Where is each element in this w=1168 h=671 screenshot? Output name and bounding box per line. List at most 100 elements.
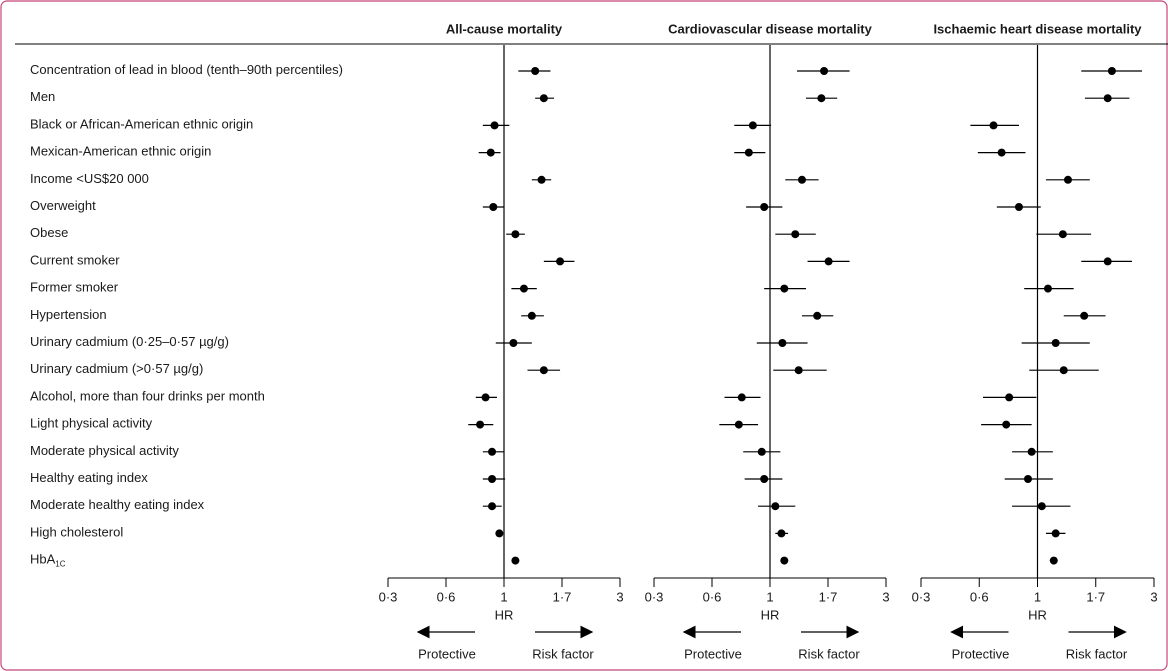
hr-point bbox=[1051, 529, 1060, 538]
x-tick-label: 1 bbox=[766, 589, 773, 604]
hr-point bbox=[1027, 447, 1036, 456]
x-tick-label: 1·7 bbox=[553, 589, 572, 604]
hr-point bbox=[824, 257, 833, 266]
hr-point bbox=[778, 339, 787, 347]
hr-point bbox=[760, 475, 769, 483]
hr-point bbox=[1037, 502, 1046, 511]
x-tick-label: 0·6 bbox=[703, 589, 722, 604]
row-label: Current smoker bbox=[30, 253, 120, 268]
row-label: Hypertension bbox=[30, 307, 107, 322]
hr-point bbox=[511, 230, 520, 239]
hr-point bbox=[488, 502, 497, 511]
protective-label: Protective bbox=[952, 646, 1010, 661]
hr-point bbox=[757, 447, 766, 456]
row-label: Men bbox=[30, 90, 55, 105]
hr-point bbox=[1103, 94, 1112, 103]
row-label-text: Obese bbox=[30, 226, 68, 241]
hr-point bbox=[537, 175, 546, 184]
hr-point bbox=[1002, 420, 1011, 429]
row-label: Concentration of lead in blood (tenth–90… bbox=[30, 62, 343, 77]
x-tick-label: 0·6 bbox=[970, 589, 989, 604]
hr-point bbox=[509, 339, 518, 347]
row-label-text: Healthy eating index bbox=[30, 470, 148, 485]
hr-point bbox=[780, 284, 789, 293]
hr-point bbox=[495, 529, 504, 538]
x-axis-label: HR bbox=[1028, 607, 1047, 622]
hr-point bbox=[791, 230, 800, 239]
row-label-text: Current smoker bbox=[30, 253, 120, 268]
risk-label: Risk factor bbox=[1066, 646, 1128, 661]
hr-point bbox=[527, 311, 536, 320]
hr-point bbox=[1058, 230, 1067, 239]
hr-point bbox=[1080, 311, 1089, 320]
row-label: HbA1C bbox=[30, 552, 66, 569]
x-tick-label: 3 bbox=[1150, 589, 1157, 604]
hr-point bbox=[511, 556, 520, 565]
x-tick-label: 0·6 bbox=[437, 589, 456, 604]
row-label-text: HbA bbox=[30, 552, 56, 567]
hr-point bbox=[1051, 339, 1060, 347]
hr-point bbox=[556, 257, 565, 266]
row-label: Income <US$20 000 bbox=[30, 171, 149, 186]
row-label-text: High cholesterol bbox=[30, 525, 123, 540]
row-label: Moderate healthy eating index bbox=[30, 498, 205, 513]
x-axis-label: HR bbox=[495, 607, 514, 622]
hr-point bbox=[486, 148, 495, 157]
hr-point bbox=[760, 203, 769, 211]
panel-title: All-cause mortality bbox=[446, 21, 563, 36]
hr-point bbox=[771, 502, 780, 511]
hr-point bbox=[794, 366, 803, 375]
row-label: Moderate physical activity bbox=[30, 443, 179, 458]
x-tick-label: 0·3 bbox=[912, 589, 931, 604]
row-label: Alcohol, more than four drinks per month bbox=[30, 389, 265, 404]
row-label: High cholesterol bbox=[30, 525, 123, 540]
hr-point bbox=[531, 67, 540, 75]
risk-label: Risk factor bbox=[798, 646, 860, 661]
hr-point bbox=[737, 393, 746, 402]
row-label: Overweight bbox=[30, 198, 96, 213]
hr-point bbox=[817, 94, 826, 103]
row-label: Mexican-American ethnic origin bbox=[30, 144, 211, 159]
hr-point bbox=[813, 311, 822, 320]
x-tick-label: 1 bbox=[1034, 589, 1041, 604]
row-label-text: Hypertension bbox=[30, 307, 107, 322]
x-axis-label: HR bbox=[761, 607, 780, 622]
hr-point bbox=[539, 366, 548, 375]
x-tick-label: 1 bbox=[500, 589, 507, 604]
row-label-text: Moderate healthy eating index bbox=[30, 498, 205, 513]
row-label-subscript: 1C bbox=[55, 560, 65, 569]
row-label-text: Former smoker bbox=[30, 280, 119, 295]
row-label-text: Overweight bbox=[30, 198, 96, 213]
row-label-text: Urinary cadmium (0·25–0·57 µg/g) bbox=[30, 334, 229, 349]
hr-point bbox=[780, 556, 789, 565]
hr-point bbox=[1005, 393, 1014, 402]
row-label: Urinary cadmium (0·25–0·57 µg/g) bbox=[30, 334, 229, 349]
panel-title: Cardiovascular disease mortality bbox=[668, 21, 873, 36]
protective-label: Protective bbox=[684, 646, 742, 661]
row-label-text: Moderate physical activity bbox=[30, 443, 179, 458]
row-label: Former smoker bbox=[30, 280, 119, 295]
hr-point bbox=[748, 121, 757, 130]
hr-point bbox=[1063, 175, 1072, 184]
hr-point bbox=[820, 67, 829, 75]
row-label: Black or African-American ethnic origin bbox=[30, 117, 253, 132]
row-label-text: Mexican-American ethnic origin bbox=[30, 144, 211, 159]
hr-point bbox=[777, 529, 786, 538]
hr-point bbox=[797, 175, 806, 184]
hr-point bbox=[539, 94, 548, 103]
hr-point bbox=[489, 203, 498, 211]
row-label: Obese bbox=[30, 226, 68, 241]
hr-point bbox=[997, 148, 1006, 157]
row-label-text: Urinary cadmium (>0·57 µg/g) bbox=[30, 362, 203, 377]
row-label-text: Concentration of lead in blood (tenth–90… bbox=[30, 62, 343, 77]
row-label-text: Black or African-American ethnic origin bbox=[30, 117, 253, 132]
hr-point bbox=[519, 284, 528, 293]
row-label-text: Alcohol, more than four drinks per month bbox=[30, 389, 265, 404]
hr-point bbox=[476, 420, 485, 429]
row-label-text: Income <US$20 000 bbox=[30, 171, 149, 186]
row-label-text: Men bbox=[30, 90, 55, 105]
hr-point bbox=[989, 121, 998, 130]
risk-label: Risk factor bbox=[532, 646, 594, 661]
x-tick-label: 1·7 bbox=[819, 589, 838, 604]
row-label: Light physical activity bbox=[30, 416, 153, 431]
